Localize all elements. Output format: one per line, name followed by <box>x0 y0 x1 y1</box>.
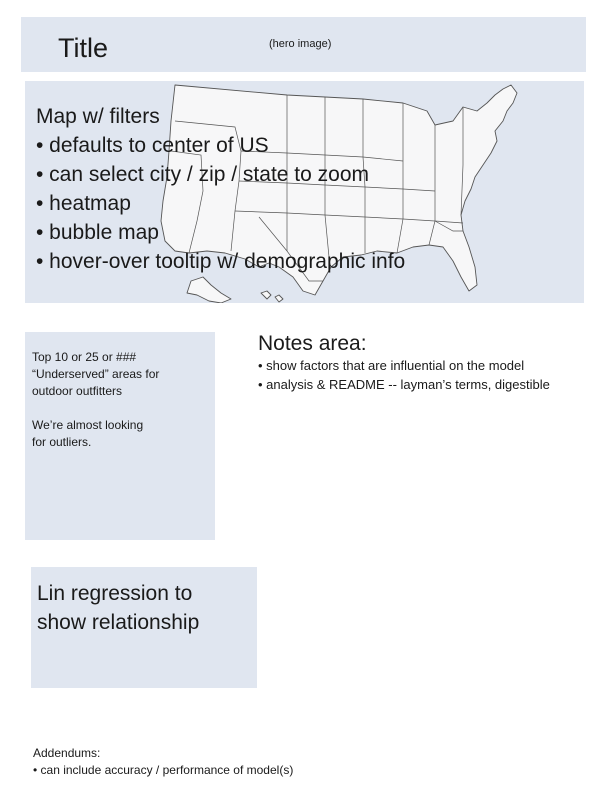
map-bullet: • heatmap <box>36 192 131 215</box>
top-areas-paragraph: We’re almost looking for outliers. <box>32 417 159 451</box>
hero-panel: Title (hero image) <box>21 17 586 72</box>
notes-bullet: • show factors that are influential on t… <box>258 358 525 373</box>
map-filters-description: Map w/ filters • defaults to center of U… <box>36 102 405 276</box>
top-areas-panel: Top 10 or 25 or ### “Underserved” areas … <box>25 332 215 540</box>
us-states-map-icon[interactable] <box>25 81 584 303</box>
map-bullet: • can select city / zip / state to zoom <box>36 163 369 186</box>
addendums-section: Addendums: • can include accuracy / perf… <box>33 745 293 779</box>
map-bullet: • hover-over tooltip w/ demographic info <box>36 250 406 273</box>
top-areas-line: outdoor outfitters <box>32 384 123 398</box>
notes-area: Notes area: • show factors that are infl… <box>258 332 550 394</box>
addendums-list: • can include accuracy / performance of … <box>33 762 293 779</box>
notes-bullet: • analysis & README -- layman’s terms, d… <box>258 377 550 392</box>
hero-image-placeholder: (hero image) <box>269 38 332 50</box>
addendums-heading: Addendums: <box>33 746 101 760</box>
addendums-bullet: • can include accuracy / performance of … <box>33 763 294 777</box>
regression-panel: Lin regression to show relationship <box>31 567 257 688</box>
notes-heading: Notes area: <box>258 332 367 355</box>
regression-line: Lin regression to <box>37 582 193 605</box>
top-areas-line: “Underserved” areas for <box>32 367 160 381</box>
map-heading: Map w/ filters <box>36 105 160 128</box>
regression-line: show relationship <box>37 611 200 634</box>
map-panel[interactable]: Map w/ filters • defaults to center of U… <box>25 81 584 303</box>
page-title: Title <box>58 33 109 63</box>
top-areas-paragraph: Top 10 or 25 or ### “Underserved” areas … <box>32 349 159 400</box>
map-bullet: • defaults to center of US <box>36 134 269 157</box>
notes-list: • show factors that are influential on t… <box>258 356 550 394</box>
top-areas-line: We’re almost looking <box>32 418 144 432</box>
top-areas-line: for outliers. <box>32 435 92 449</box>
map-bullet: • bubble map <box>36 221 159 244</box>
top-areas-line: Top 10 or 25 or ### <box>32 350 137 364</box>
